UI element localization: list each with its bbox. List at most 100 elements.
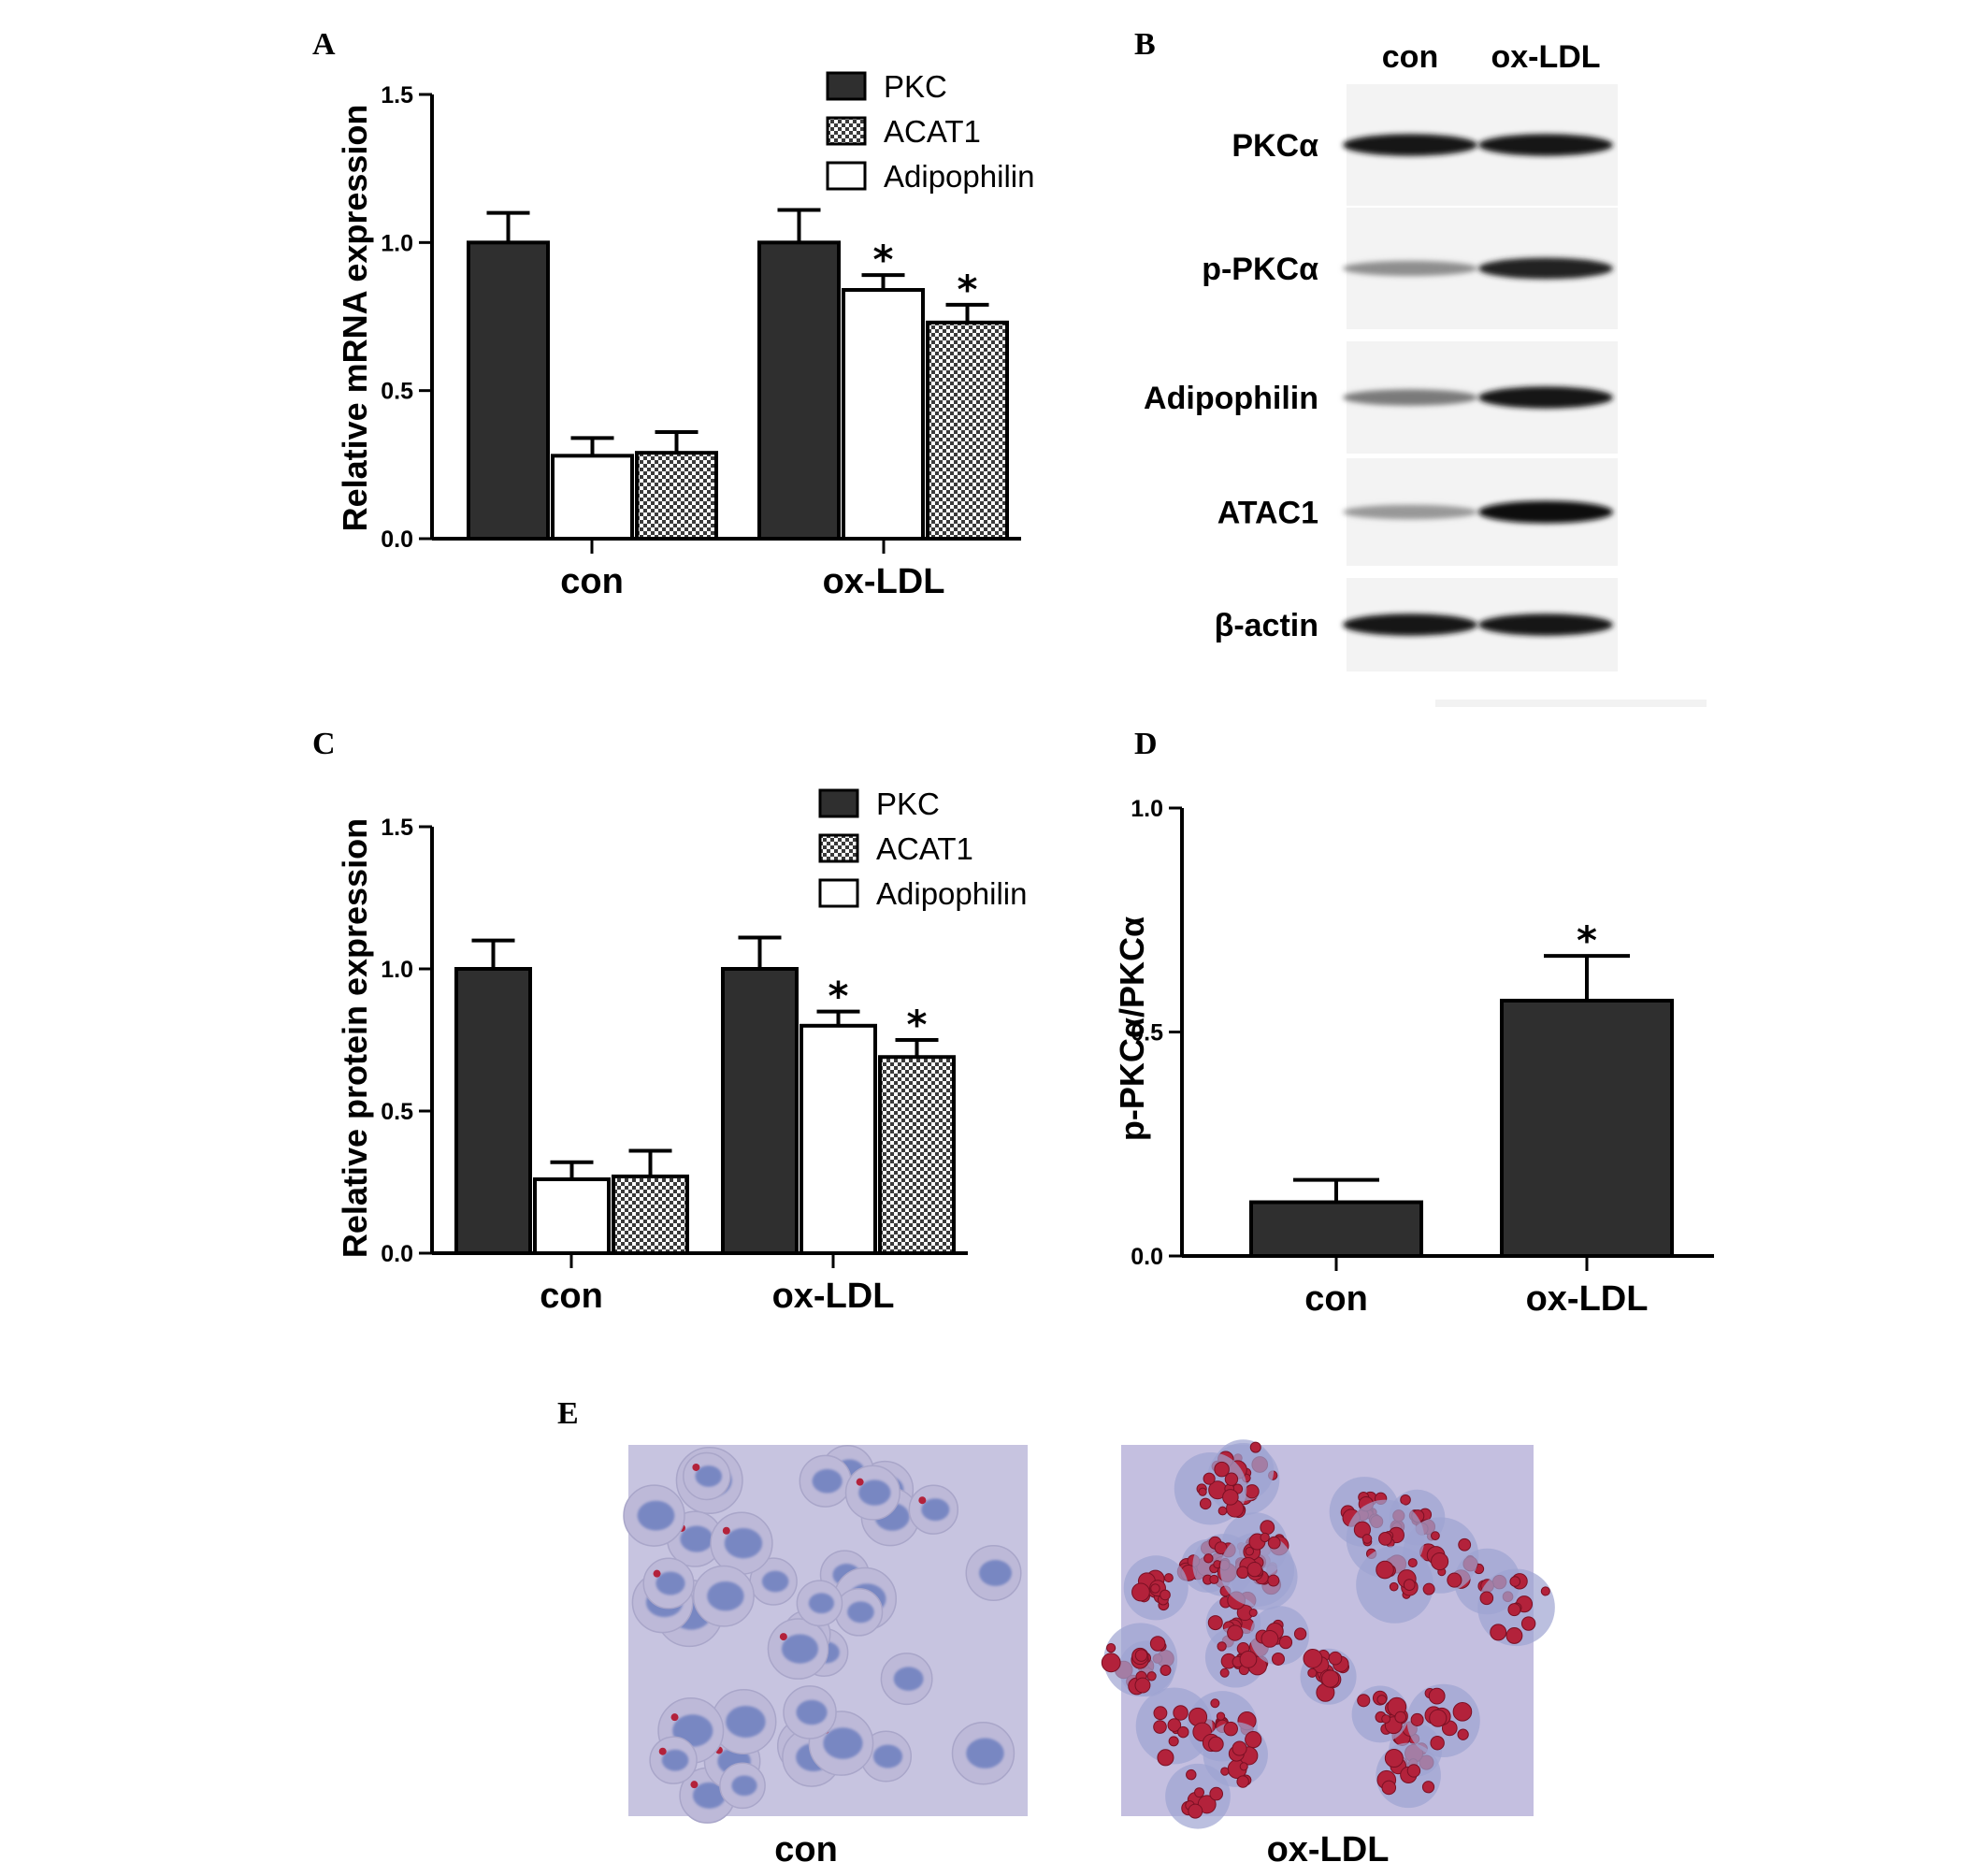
nucleus-con bbox=[893, 1667, 924, 1691]
legend-swatch-c bbox=[818, 833, 859, 863]
nucleus-con bbox=[781, 1634, 819, 1664]
lipid-droplet-ox bbox=[1430, 1736, 1445, 1751]
bar-c-con-solid bbox=[454, 967, 532, 1255]
lipid-droplet-con bbox=[779, 1633, 787, 1641]
lipid-droplet-ox bbox=[1194, 1787, 1204, 1798]
blot-row-label: β-actin bbox=[1215, 608, 1318, 643]
nucleus-con bbox=[655, 1571, 685, 1595]
lipid-droplet-ox bbox=[1131, 1582, 1150, 1602]
lipid-droplet-ox bbox=[1198, 1487, 1207, 1496]
nucleus-con bbox=[979, 1560, 1012, 1586]
nucleus-con bbox=[921, 1498, 950, 1522]
nucleus-con bbox=[680, 1525, 713, 1552]
nucleus-con bbox=[872, 1744, 903, 1768]
legend-label-c: PKC bbox=[876, 787, 940, 821]
lipid-droplet-ox bbox=[1146, 1671, 1157, 1682]
lipid-droplet-ox bbox=[1422, 1582, 1435, 1595]
lipid-droplet-ox bbox=[1214, 1461, 1230, 1478]
lipid-droplet-ox bbox=[1186, 1768, 1197, 1781]
lipid-droplet-ox bbox=[1160, 1665, 1172, 1676]
y-tick-label-c: 1.5 bbox=[381, 815, 413, 841]
lipid-droplet-ox bbox=[1163, 1573, 1174, 1583]
significance-star-c: * bbox=[828, 974, 849, 1019]
lipid-droplet-con bbox=[690, 1781, 699, 1789]
lipid-droplet-ox bbox=[1376, 1695, 1388, 1705]
lipid-droplet-con bbox=[722, 1526, 730, 1535]
lipid-droplet-ox bbox=[1505, 1626, 1523, 1644]
lipid-droplet-ox bbox=[1267, 1536, 1281, 1550]
bar-c-ox-LDL-white bbox=[800, 1023, 877, 1256]
category-label-c: ox-LDL bbox=[772, 1277, 895, 1316]
blot-band bbox=[1343, 504, 1477, 520]
micrographs: con ox-LDL bbox=[623, 1439, 1555, 1862]
lipid-droplet-ox bbox=[1246, 1561, 1262, 1578]
y-tick-label-c: 1.0 bbox=[381, 957, 413, 983]
lipid-droplet-ox bbox=[1394, 1710, 1407, 1724]
y-tick-label-d: 0.0 bbox=[1131, 1244, 1163, 1270]
bar-a-ox-LDL-white bbox=[842, 288, 925, 541]
bar-a-con-white bbox=[551, 454, 634, 541]
nucleus-con bbox=[823, 1727, 863, 1759]
category-label-c: con bbox=[540, 1277, 603, 1316]
bar-c-ox-LDL-solid bbox=[721, 967, 799, 1255]
legend-label-c: ACAT1 bbox=[876, 831, 973, 866]
lipid-droplet-ox bbox=[1507, 1603, 1521, 1617]
lipid-droplet-con bbox=[670, 1713, 679, 1722]
y-axis-label-d: p-PKCα/PKCα bbox=[1113, 917, 1151, 1141]
lipid-droplet-ox bbox=[1214, 1541, 1228, 1555]
lipid-droplet-ox bbox=[1520, 1616, 1536, 1631]
legend-swatch-c bbox=[818, 878, 859, 908]
lipid-droplet-ox bbox=[1421, 1781, 1435, 1794]
lipid-droplet-ox bbox=[1217, 1506, 1228, 1516]
lipid-droplet-ox bbox=[1490, 1624, 1507, 1641]
nucleus-con bbox=[726, 1706, 766, 1738]
lipid-droplet-ox bbox=[1134, 1649, 1148, 1662]
nucleus-con bbox=[761, 1570, 789, 1593]
y-tick-label-a: 0.0 bbox=[381, 527, 413, 553]
lipid-droplet-ox bbox=[1219, 1667, 1230, 1678]
y-tick-label-a: 1.0 bbox=[381, 230, 413, 256]
lipid-droplet-ox bbox=[1239, 1650, 1258, 1668]
nucleus-con bbox=[692, 1782, 726, 1809]
lipid-droplet-ox bbox=[1157, 1749, 1174, 1767]
lipid-droplet-ox bbox=[1479, 1591, 1494, 1606]
lipid-droplet-ox bbox=[1209, 1786, 1224, 1801]
lipid-droplet-ox bbox=[1177, 1725, 1189, 1739]
nucleus-con bbox=[731, 1775, 757, 1797]
lipid-droplet-ox bbox=[1376, 1560, 1394, 1580]
micrograph-label-con: con bbox=[774, 1830, 838, 1862]
lipid-droplet-ox bbox=[1149, 1636, 1166, 1652]
legend-swatch-a bbox=[826, 116, 867, 146]
lipid-droplet-ox bbox=[1153, 1720, 1167, 1734]
lipid-droplet-ox bbox=[1236, 1775, 1249, 1788]
nucleus-con bbox=[661, 1749, 689, 1771]
lipid-droplet-ox bbox=[1232, 1740, 1247, 1756]
y-axis-label-a: Relative mRNA expression bbox=[336, 105, 374, 532]
blot-row-label: p-PKCα bbox=[1202, 252, 1318, 287]
micrograph-label-ox-ldl: ox-LDL bbox=[1267, 1830, 1390, 1862]
blot-band bbox=[1478, 386, 1613, 409]
legend-label-a: Adipophilin bbox=[884, 159, 1034, 194]
lipid-droplet-ox bbox=[1403, 1579, 1416, 1591]
lipid-droplet-ox bbox=[1227, 1624, 1244, 1641]
legend-swatch-c bbox=[818, 788, 859, 818]
lipid-droplet-ox bbox=[1406, 1764, 1421, 1778]
lipid-droplet-ox bbox=[1236, 1566, 1249, 1580]
blot-band bbox=[1343, 134, 1477, 156]
lipid-droplet-con bbox=[692, 1463, 700, 1471]
lipid-droplet-ox bbox=[1209, 1574, 1219, 1584]
bar-a-ox-LDL-solid bbox=[757, 240, 841, 541]
lipid-droplet-ox bbox=[1248, 1608, 1258, 1617]
nucleus-con bbox=[796, 1699, 828, 1725]
legend-label-a: ACAT1 bbox=[884, 114, 981, 149]
chart-c: 0.0 0.5 1.0 1.5 Relative protein expression c… bbox=[336, 787, 1027, 1316]
lipid-droplet-ox bbox=[1389, 1581, 1399, 1592]
lipid-droplet-ox bbox=[1249, 1441, 1261, 1453]
lipid-droplet-ox bbox=[1540, 1586, 1550, 1596]
lipid-droplet-ox bbox=[1357, 1694, 1371, 1708]
lipid-droplet-ox bbox=[1223, 1721, 1238, 1737]
lipid-droplet-ox bbox=[1210, 1698, 1220, 1709]
panel-letter-d: D bbox=[1134, 727, 1158, 761]
lipid-droplet-ox bbox=[1168, 1736, 1179, 1747]
